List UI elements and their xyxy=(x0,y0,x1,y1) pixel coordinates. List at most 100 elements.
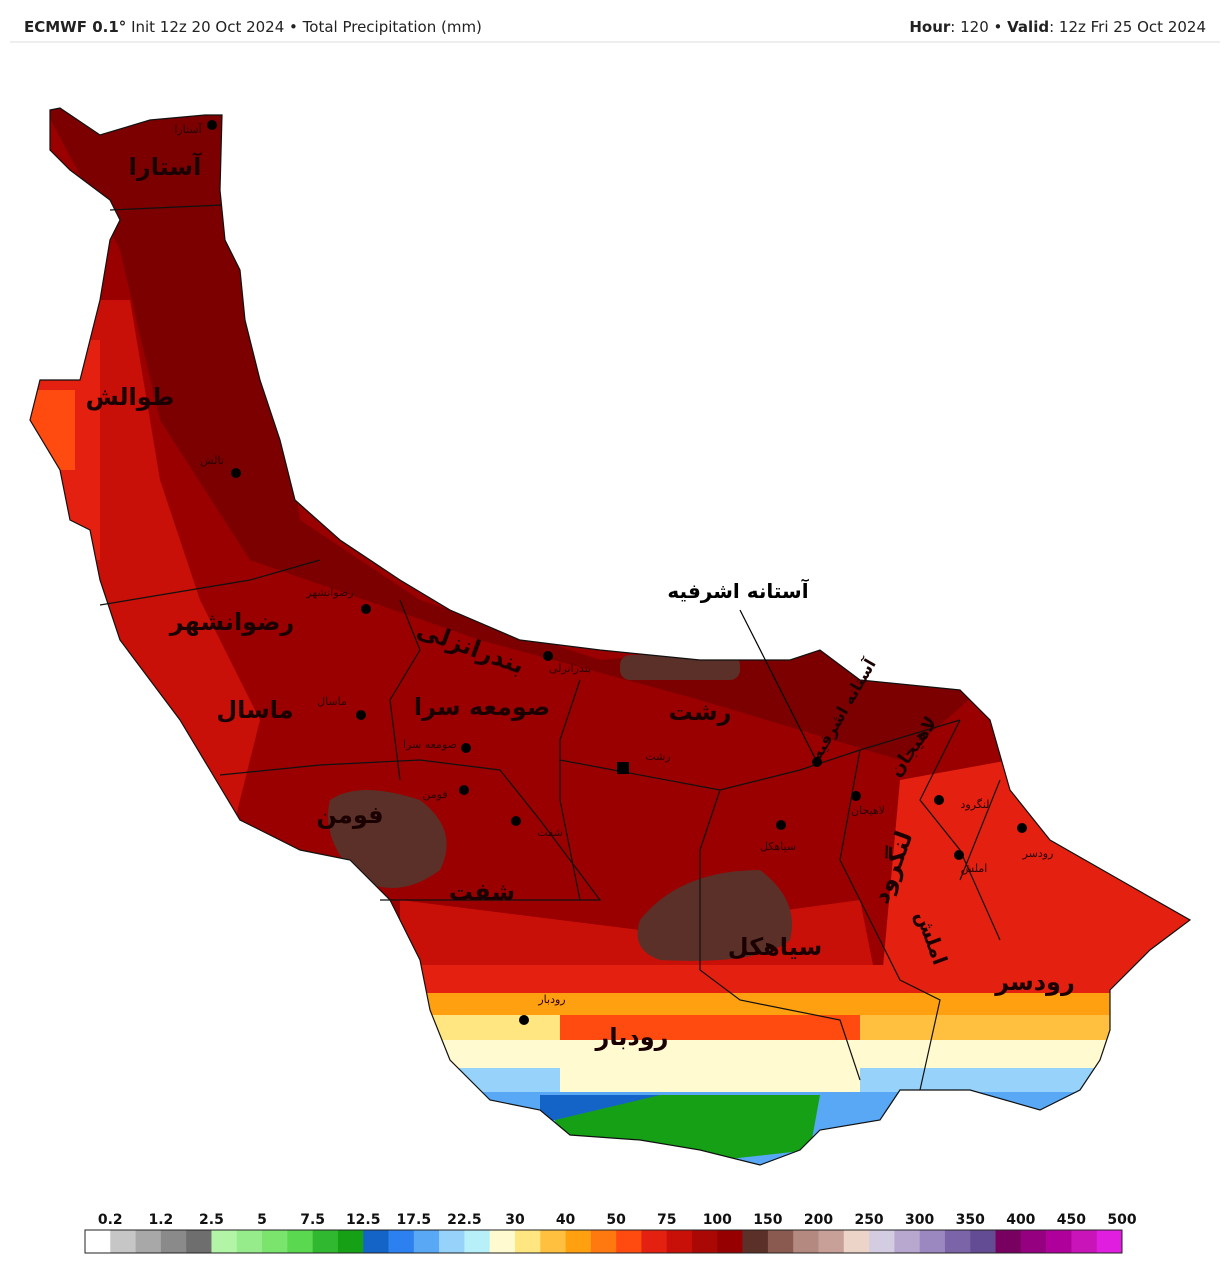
city-label: شفت xyxy=(537,826,563,839)
colorbar-cell xyxy=(793,1230,819,1253)
county-label: رشت xyxy=(669,698,732,726)
county-label: سیاهکل xyxy=(728,933,822,961)
colorbar-label: 100 xyxy=(703,1212,732,1228)
hour-value: : 120 • xyxy=(950,18,1007,36)
county-label: طوالش xyxy=(86,383,175,411)
colorbar-frame xyxy=(84,1229,1123,1254)
field-dark xyxy=(40,108,980,760)
city-dot xyxy=(776,820,786,830)
colorbar-cell xyxy=(413,1230,440,1253)
county-label: رضوانشهر xyxy=(169,608,295,636)
colorbar-cell xyxy=(160,1230,187,1253)
colorbar-cell xyxy=(1020,1230,1047,1253)
county-label: رودسر xyxy=(994,968,1075,996)
city-dot xyxy=(511,816,521,826)
colorbar-cell xyxy=(1046,1230,1072,1253)
colorbar-label: 0.2 xyxy=(98,1212,123,1228)
colorbar-label: 1.2 xyxy=(148,1212,173,1228)
init: Init 12z 20 Oct 2024 • Total Precipitati… xyxy=(131,18,482,36)
colorbar-cell xyxy=(742,1230,769,1253)
city-dot xyxy=(361,604,371,614)
header-left: ECMWF 0.1° Init 12z 20 Oct 2024 • Total … xyxy=(24,18,482,36)
city-label: املش xyxy=(961,862,988,875)
colorbar-cell xyxy=(1096,1230,1123,1253)
band-1 xyxy=(400,965,1190,993)
colorbar-cell xyxy=(85,1230,111,1253)
colorbar-label: 7.5 xyxy=(300,1212,325,1228)
colorbar-label: 2.5 xyxy=(199,1212,224,1228)
colorbar-cell xyxy=(641,1230,668,1253)
county-label: رودبار xyxy=(595,1023,669,1051)
colorbar-cell xyxy=(919,1230,946,1253)
model: ECMWF 0.1° xyxy=(24,18,126,36)
city-label: بندرانزلی xyxy=(549,662,591,675)
field-east xyxy=(880,760,1190,1000)
colorbar-cell xyxy=(843,1230,870,1253)
colorbar-label: 75 xyxy=(657,1212,676,1228)
colorbar-label: 400 xyxy=(1006,1212,1035,1228)
county-label: فومن xyxy=(316,801,383,829)
annotation-dot xyxy=(812,757,822,767)
valid-label: Valid xyxy=(1007,18,1049,36)
colorbar-cell xyxy=(236,1230,263,1253)
colorbar-cell xyxy=(388,1230,415,1253)
band-2 xyxy=(400,993,1190,1015)
colorbar-cell xyxy=(944,1230,971,1253)
county-label: ماسال xyxy=(216,696,293,724)
cities: آستارا تالش رضوانشهر ماسال صومعه سرا فوم… xyxy=(174,120,1053,1025)
colorbar-label: 250 xyxy=(854,1212,883,1228)
colorbar-label: 40 xyxy=(556,1212,576,1228)
city-dot xyxy=(1017,823,1027,833)
county-borders xyxy=(99,204,1001,1091)
city-dot xyxy=(461,743,471,753)
colorbar-label: 12.5 xyxy=(346,1212,381,1228)
colorbar-label: 500 xyxy=(1107,1212,1136,1228)
patch-brown xyxy=(620,655,740,680)
city-label: رشت xyxy=(645,750,670,763)
city-dot xyxy=(954,850,964,860)
colorbar-cell xyxy=(211,1230,238,1253)
colorbar-cell xyxy=(540,1230,566,1253)
patch-brown xyxy=(328,790,447,888)
annotation: آستانه اشرفیه xyxy=(667,578,809,603)
colorbar-cell xyxy=(590,1230,617,1253)
county-label: آستارا xyxy=(129,152,202,181)
colorbar-cell xyxy=(489,1230,516,1253)
colorbar-cell xyxy=(363,1230,389,1253)
colorbar-cell xyxy=(692,1230,718,1253)
city-label: فومن xyxy=(422,788,447,801)
city-label: سیاهکل xyxy=(760,840,796,853)
city-label: رودبار xyxy=(537,993,565,1006)
band-4 xyxy=(400,1015,560,1040)
colorbar-label: 22.5 xyxy=(447,1212,482,1228)
colorbar-cell xyxy=(818,1230,845,1253)
colorbar-cell xyxy=(1071,1230,1098,1253)
colorbar-cell xyxy=(337,1230,364,1253)
city-label: تالش xyxy=(200,454,224,467)
colorbar-label: 350 xyxy=(956,1212,985,1228)
colorbar-cell xyxy=(464,1230,490,1253)
band-5 xyxy=(860,1015,1190,1040)
city-label: ماسال xyxy=(317,695,347,708)
colorbar-label: 50 xyxy=(606,1212,626,1228)
county-label: شفت xyxy=(449,878,515,906)
city-dot xyxy=(231,468,241,478)
city-dot xyxy=(934,795,944,805)
city-dot xyxy=(356,710,366,720)
band-8 xyxy=(560,1068,860,1092)
city-label: آستارا xyxy=(174,122,202,136)
band-6 xyxy=(400,1040,1190,1068)
colorbar-cell xyxy=(717,1230,743,1253)
colorbar-label: 30 xyxy=(505,1212,525,1228)
colorbar-label: 17.5 xyxy=(397,1212,432,1228)
colorbar-cell xyxy=(135,1230,162,1253)
city-dot xyxy=(207,120,217,130)
colorbar-cell xyxy=(894,1230,920,1253)
colorbar-cell xyxy=(767,1230,794,1253)
colorbar-cell xyxy=(514,1230,541,1253)
city-label: صومعه سرا xyxy=(403,738,457,751)
colorbar-cell xyxy=(312,1230,339,1253)
city-label: لنگرود xyxy=(960,798,989,811)
band-3 xyxy=(560,1015,860,1040)
